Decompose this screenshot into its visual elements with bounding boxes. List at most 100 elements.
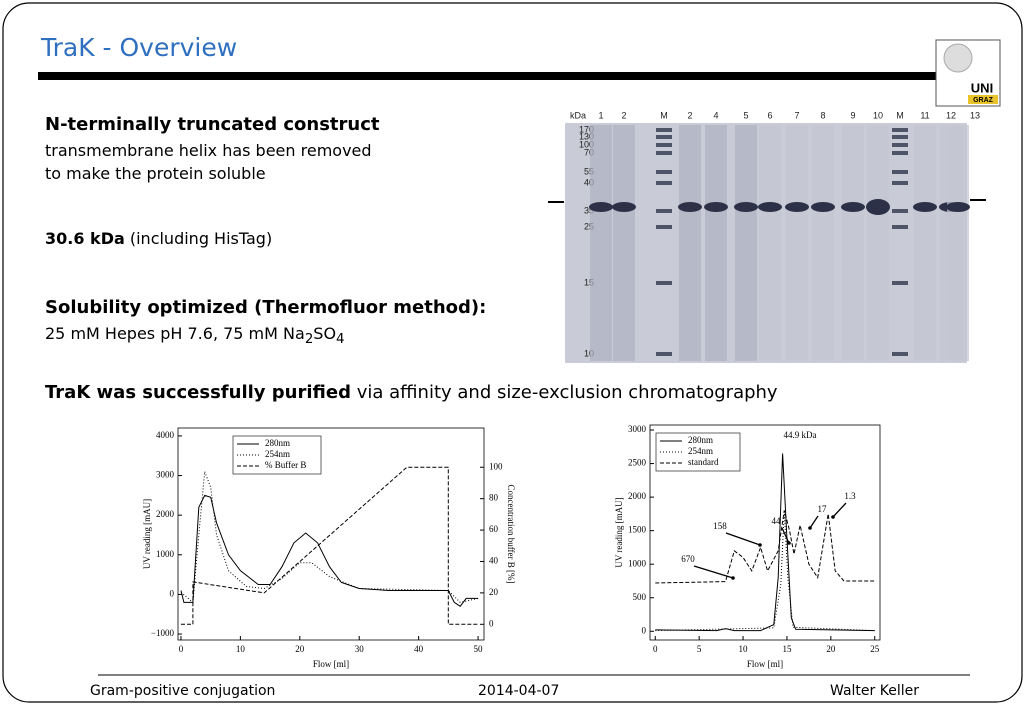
- gel-band: [892, 209, 908, 213]
- gel-band: [892, 281, 908, 285]
- footer-date: 2014-04-07: [478, 683, 559, 699]
- y-tick-label: 1000: [156, 549, 175, 559]
- gel-band: [612, 202, 636, 212]
- y-tick-label: 2500: [628, 458, 647, 468]
- peak-annotation: 1.3: [844, 491, 856, 501]
- data-line: [655, 511, 874, 584]
- buffer-text: 25 mM Hepes pH 7.6, 75 mM Na: [45, 324, 305, 343]
- gel-lane: [812, 125, 834, 361]
- gel-lane-label: 2: [621, 110, 626, 120]
- x-tick-label: 40: [414, 644, 424, 654]
- slide: UNI GRAZ kDa12M245678910M111213170130100…: [0, 0, 1026, 706]
- arrow-head: [787, 541, 791, 545]
- mass-note: (including HisTag): [130, 229, 272, 248]
- intro-heading: N-terminally truncated construct: [45, 114, 379, 135]
- peak-annotation: 44: [772, 516, 782, 526]
- peak-annotation: 670: [681, 554, 695, 564]
- y-tick-label: 0: [642, 625, 647, 635]
- x-tick-label: 20: [295, 644, 305, 654]
- y-tick-label: 1000: [628, 558, 647, 568]
- y-tick-label: 2000: [156, 509, 175, 519]
- x-tick-label: 10: [236, 644, 246, 654]
- x-tick-label: 30: [355, 644, 365, 654]
- annotation-arrow: [782, 528, 789, 543]
- gel-lane: [705, 125, 727, 361]
- gel-band: [892, 128, 908, 132]
- y2-tick-label: 60: [489, 524, 499, 534]
- y2-tick-label: 40: [489, 556, 499, 566]
- gel-band: [734, 202, 758, 212]
- summary-text: via affinity and size-exclusion chromato…: [357, 382, 778, 403]
- gel-band: [892, 352, 908, 356]
- gel-lane-label: 11: [920, 110, 929, 120]
- data-line: [181, 495, 478, 606]
- logo-sub: GRAZ: [973, 97, 994, 104]
- gel-lane: [867, 125, 889, 361]
- subscript: 4: [336, 332, 344, 347]
- y-tick-label: 500: [633, 592, 647, 602]
- slide-title: TraK - Overview: [41, 33, 237, 62]
- gel-band: [785, 202, 809, 212]
- gel-lane-label: 12: [946, 110, 956, 120]
- x-tick-label: 20: [826, 644, 836, 654]
- logo-text: UNI: [971, 80, 993, 95]
- footer-left: Gram-positive conjugation: [90, 683, 275, 699]
- y-tick-label: 2000: [628, 491, 647, 501]
- gel-lane-label: M: [660, 110, 668, 120]
- gel-band: [758, 202, 782, 212]
- annotation-arrow: [810, 516, 818, 528]
- gel-band: [656, 181, 672, 185]
- gel-band: [656, 209, 672, 213]
- slide-graphics: UNI GRAZ kDa12M245678910M111213170130100…: [0, 0, 1026, 706]
- gel-lane-label: 6: [767, 110, 772, 120]
- buffer-text: SO: [313, 324, 336, 343]
- gel-lane: [735, 125, 757, 361]
- x-axis-label: Flow [ml]: [747, 659, 783, 669]
- y2-tick-label: 0: [489, 618, 494, 628]
- legend-label: 254nm: [688, 446, 713, 456]
- legend-label: 280nm: [688, 435, 713, 445]
- intro-line: to make the protein soluble: [45, 164, 266, 183]
- legend-label: 280nm: [265, 438, 290, 448]
- gel-lane: [613, 125, 635, 361]
- gel-band: [892, 135, 908, 139]
- x-tick-label: 5: [697, 644, 702, 654]
- x-tick-label: 0: [179, 644, 184, 654]
- solubility-buffer: 25 mM Hepes pH 7.6, 75 mM Na2SO4: [45, 324, 345, 347]
- peak-annotation: 158: [713, 521, 727, 531]
- gel-band: [656, 135, 672, 139]
- gel-band: [811, 202, 835, 212]
- gel-band: [892, 170, 908, 174]
- x-tick-label: 10: [739, 644, 749, 654]
- gel-lane: [759, 125, 781, 361]
- peak-annotation: 17: [818, 504, 828, 514]
- gel-band: [678, 202, 702, 212]
- intro-line: transmembrane helix has been removed: [45, 141, 372, 160]
- arrow-head: [808, 526, 812, 530]
- annotation-arrow: [726, 533, 760, 545]
- arrow-head: [831, 515, 835, 519]
- y2-tick-label: 100: [489, 461, 503, 471]
- gel-band: [656, 128, 672, 132]
- y-axis-label: UV reading [mAU]: [142, 499, 152, 569]
- solubility-heading: Solubility optimized (Thermofluor method…: [45, 297, 486, 318]
- logo-seal: [944, 44, 972, 72]
- x-tick-label: 15: [782, 644, 792, 654]
- gel-band: [656, 225, 672, 229]
- y2-axis-label: Concentration buffer B [%]: [506, 484, 516, 583]
- arrow-head: [731, 576, 735, 580]
- gel-lane-label: 4: [713, 110, 718, 120]
- data-line: [655, 454, 874, 631]
- x-tick-label: 0: [653, 644, 658, 654]
- y-tick-label: 3000: [628, 424, 647, 434]
- gel-lane-label: 13: [970, 110, 980, 120]
- gel-band: [656, 352, 672, 356]
- y-axis-label: UV reading [mAU]: [614, 497, 624, 567]
- gel-band: [589, 202, 613, 212]
- data-line: [655, 511, 874, 631]
- gel-band: [704, 202, 728, 212]
- y2-tick-label: 20: [489, 587, 499, 597]
- x-tick-label: 50: [474, 644, 484, 654]
- gel-lane-label: M: [896, 110, 904, 120]
- legend-label: % Buffer B: [265, 460, 306, 470]
